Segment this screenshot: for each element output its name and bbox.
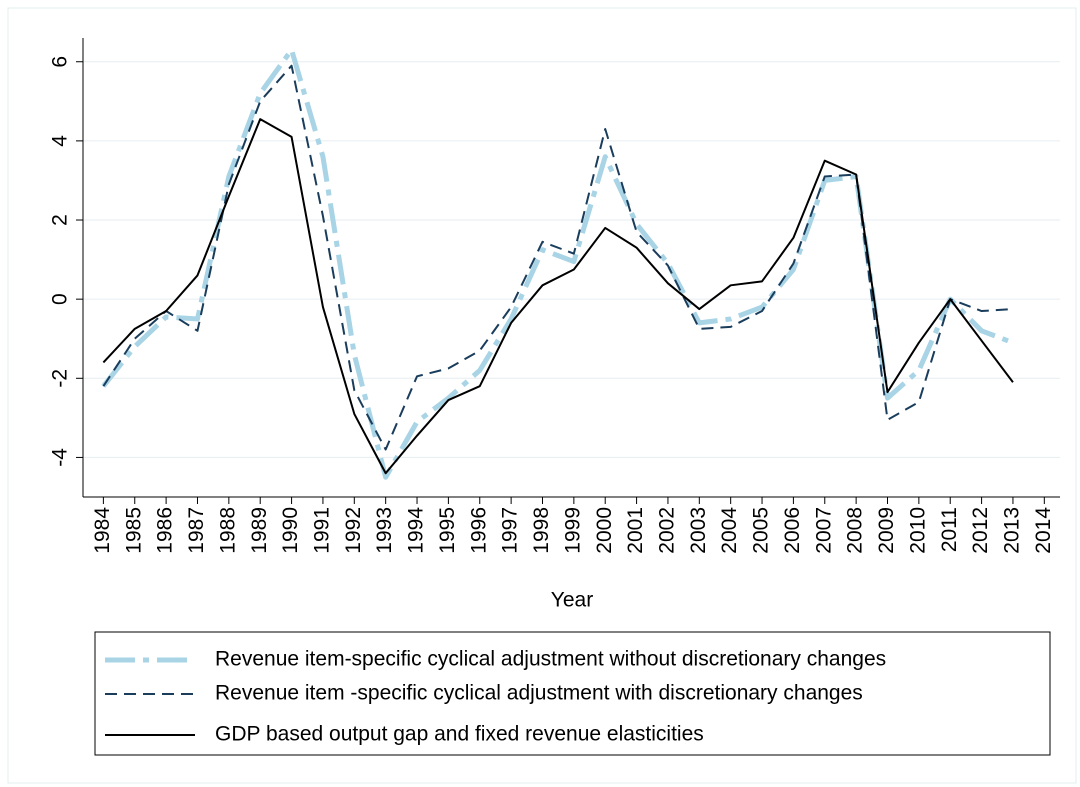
x-tick-label: 2005: [750, 507, 773, 554]
x-tick-label: 1994: [405, 507, 428, 554]
x-tick-label: 1992: [342, 507, 365, 554]
x-tick-label: 2006: [781, 507, 804, 554]
x-axis-label: Year: [551, 589, 593, 612]
x-tick-label: 2009: [875, 507, 898, 554]
x-tick-label: 1988: [216, 507, 239, 554]
x-tick-label: 1984: [91, 507, 114, 554]
x-tick-label: 1996: [467, 507, 490, 554]
x-tick-label: 2012: [969, 507, 992, 554]
x-tick-label: 2011: [938, 507, 961, 552]
y-tick-label: 4: [49, 135, 72, 147]
y-tick-label: 2: [49, 214, 72, 226]
series-line: [102, 118, 1014, 475]
legend-label: Revenue item-specific cyclical adjustmen…: [215, 648, 886, 671]
x-tick-label: 1985: [122, 507, 145, 554]
x-tick-label: 2001: [624, 507, 647, 554]
y-tick-label: 0: [49, 293, 72, 305]
legend-label: Revenue item -specific cyclical adjustme…: [215, 682, 863, 705]
x-tick-label: 2004: [718, 507, 741, 554]
x-tick-label: 2008: [844, 507, 867, 554]
x-tick-label: 2000: [593, 507, 616, 554]
legend-box: [94, 631, 1051, 756]
x-tick-label: 1991: [310, 507, 333, 554]
x-tick-label: 1993: [373, 507, 396, 554]
x-tick-label: 2002: [655, 507, 678, 554]
y-tick-label: 6: [49, 56, 72, 68]
x-tick-label: 2014: [1032, 507, 1055, 554]
x-tick-label: 1987: [185, 507, 208, 554]
x-tick-label: 2010: [906, 507, 929, 554]
x-tick-label: 1998: [530, 507, 553, 554]
legend-label: GDP based output gap and fixed revenue e…: [215, 723, 704, 746]
x-tick-label: 1989: [248, 507, 271, 554]
x-tick-label: 1995: [436, 507, 459, 554]
x-tick-label: 1986: [154, 507, 177, 554]
y-tick-label: -4: [49, 448, 72, 467]
x-tick-label: 1997: [499, 507, 522, 554]
x-tick-label: 2003: [687, 507, 710, 554]
x-tick-label: 2007: [812, 507, 835, 554]
x-tick-label: 1999: [561, 507, 584, 554]
x-tick-label: 2013: [1001, 507, 1024, 554]
x-tick-label: 1990: [279, 507, 302, 554]
y-tick-label: -2: [49, 369, 72, 388]
